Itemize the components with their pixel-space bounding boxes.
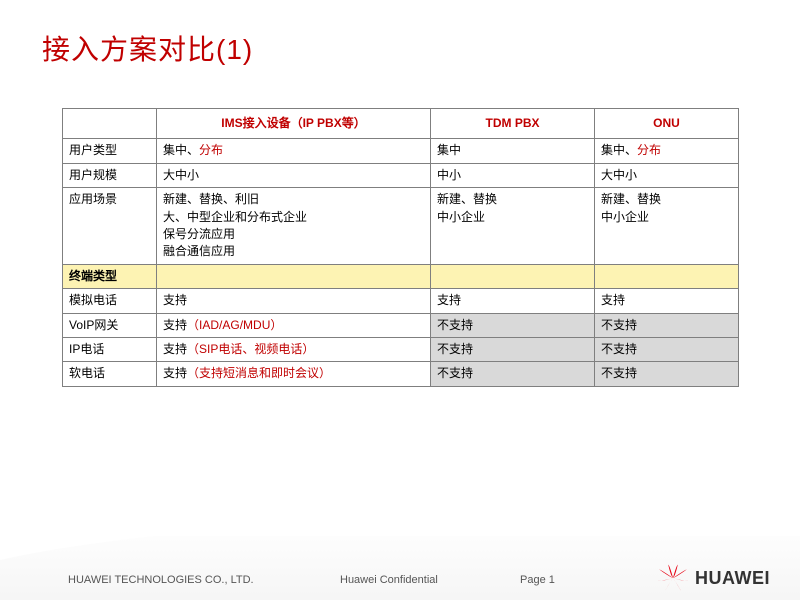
cell-text: 不支持 — [437, 342, 473, 356]
cell-text: 支持 — [437, 293, 461, 307]
col-ims: IMS接入设备（IP PBX等） — [157, 109, 431, 139]
table-cell: 不支持 — [595, 313, 739, 337]
cell-text: 集中 — [437, 143, 461, 157]
table-cell: 新建、替换中小企业 — [595, 188, 739, 265]
cell-text: 不支持 — [601, 342, 637, 356]
table-cell: 不支持 — [431, 313, 595, 337]
cell-text: 支持 — [163, 293, 187, 307]
table-row: 软电话支持（支持短消息和即时会议） 不支持 不支持 — [63, 362, 739, 386]
table-cell: 大中小 — [157, 163, 431, 187]
huawei-logo-icon — [657, 564, 689, 592]
section-cell — [595, 264, 739, 288]
row-label: 用户类型 — [63, 139, 157, 163]
cell-text: 大中小 — [601, 168, 637, 182]
table-cell: 支持 — [595, 289, 739, 313]
footer: HUAWEI TECHNOLOGIES CO., LTD. Huawei Con… — [0, 536, 800, 600]
table-cell: 不支持 — [595, 362, 739, 386]
table-row: 用户类型集中、分布集中集中、分布 — [63, 139, 739, 163]
table-row: IP电话支持（SIP电话、视频电话） 不支持 不支持 — [63, 337, 739, 361]
cell-text: 集中、 — [601, 143, 637, 157]
table-row: 应用场景新建、替换、利旧大、中型企业和分布式企业保号分流应用融合通信应用新建、替… — [63, 188, 739, 265]
cell-text: 不支持 — [437, 318, 473, 332]
col-tdm: TDM PBX — [431, 109, 595, 139]
table-cell: 新建、替换、利旧大、中型企业和分布式企业保号分流应用融合通信应用 — [157, 188, 431, 265]
cell-text: 集中、 — [163, 143, 199, 157]
table-cell: 大中小 — [595, 163, 739, 187]
footer-confidential: Huawei Confidential — [340, 574, 438, 586]
table-cell: 中小 — [431, 163, 595, 187]
table-cell: 不支持 — [431, 337, 595, 361]
section-cell — [157, 264, 431, 288]
footer-page: Page 1 — [520, 574, 555, 586]
cell-text: 中小 — [437, 168, 461, 182]
cell-text: 新建、替换 — [601, 192, 661, 206]
table-cell: 支持（支持短消息和即时会议） — [157, 362, 431, 386]
table-cell: 支持 — [431, 289, 595, 313]
huawei-logo: HUAWEI — [657, 564, 770, 592]
page-title: 接入方案对比(1) — [42, 28, 253, 68]
cell-text: 支持 — [163, 366, 187, 380]
cell-text: 中小企业 — [601, 210, 649, 224]
table-cell: 不支持 — [595, 337, 739, 361]
row-label: 应用场景 — [63, 188, 157, 265]
row-label: IP电话 — [63, 337, 157, 361]
table-cell: 集中 — [431, 139, 595, 163]
row-label: VoIP网关 — [63, 313, 157, 337]
row-label: 用户规模 — [63, 163, 157, 187]
section-label: 终端类型 — [63, 264, 157, 288]
col-blank — [63, 109, 157, 139]
accent-text: 分布 — [199, 143, 223, 157]
table-cell: 支持（SIP电话、视频电话） — [157, 337, 431, 361]
table-cell: 支持（IAD/AG/MDU） — [157, 313, 431, 337]
table-cell: 集中、分布 — [595, 139, 739, 163]
row-label: 软电话 — [63, 362, 157, 386]
table-row: 模拟电话支持支持支持 — [63, 289, 739, 313]
slide: 接入方案对比(1) IMS接入设备（IP PBX等） TDM PBX ONU 用… — [0, 0, 800, 600]
cell-text: 新建、替换 — [437, 192, 497, 206]
comparison-table: IMS接入设备（IP PBX等） TDM PBX ONU 用户类型集中、分布集中… — [62, 108, 739, 387]
table-row: 终端类型 — [63, 264, 739, 288]
huawei-logo-text: HUAWEI — [695, 568, 770, 589]
accent-text: （IAD/AG/MDU） — [187, 318, 282, 332]
table-row: VoIP网关支持（IAD/AG/MDU） 不支持 不支持 — [63, 313, 739, 337]
table-cell: 新建、替换中小企业 — [431, 188, 595, 265]
cell-text: 不支持 — [601, 318, 637, 332]
cell-text: 支持 — [601, 293, 625, 307]
col-onu: ONU — [595, 109, 739, 139]
accent-text: 分布 — [637, 143, 661, 157]
table-header-row: IMS接入设备（IP PBX等） TDM PBX ONU — [63, 109, 739, 139]
cell-text: 新建、替换、利旧 — [163, 192, 259, 206]
cell-text: 融合通信应用 — [163, 244, 235, 258]
table-row: 用户规模大中小中小大中小 — [63, 163, 739, 187]
section-cell — [431, 264, 595, 288]
table-cell: 集中、分布 — [157, 139, 431, 163]
cell-text: 支持 — [163, 318, 187, 332]
cell-text: 不支持 — [437, 366, 473, 380]
footer-company: HUAWEI TECHNOLOGIES CO., LTD. — [68, 574, 254, 586]
cell-text: 保号分流应用 — [163, 227, 235, 241]
comparison-table-wrap: IMS接入设备（IP PBX等） TDM PBX ONU 用户类型集中、分布集中… — [62, 108, 738, 387]
table-cell: 不支持 — [431, 362, 595, 386]
cell-text: 支持 — [163, 342, 187, 356]
row-label: 模拟电话 — [63, 289, 157, 313]
table-cell: 支持 — [157, 289, 431, 313]
cell-text: 大、中型企业和分布式企业 — [163, 210, 307, 224]
accent-text: （SIP电话、视频电话） — [187, 342, 314, 356]
cell-text: 中小企业 — [437, 210, 485, 224]
cell-text: 大中小 — [163, 168, 199, 182]
accent-text: （支持短消息和即时会议） — [187, 366, 331, 380]
cell-text: 不支持 — [601, 366, 637, 380]
